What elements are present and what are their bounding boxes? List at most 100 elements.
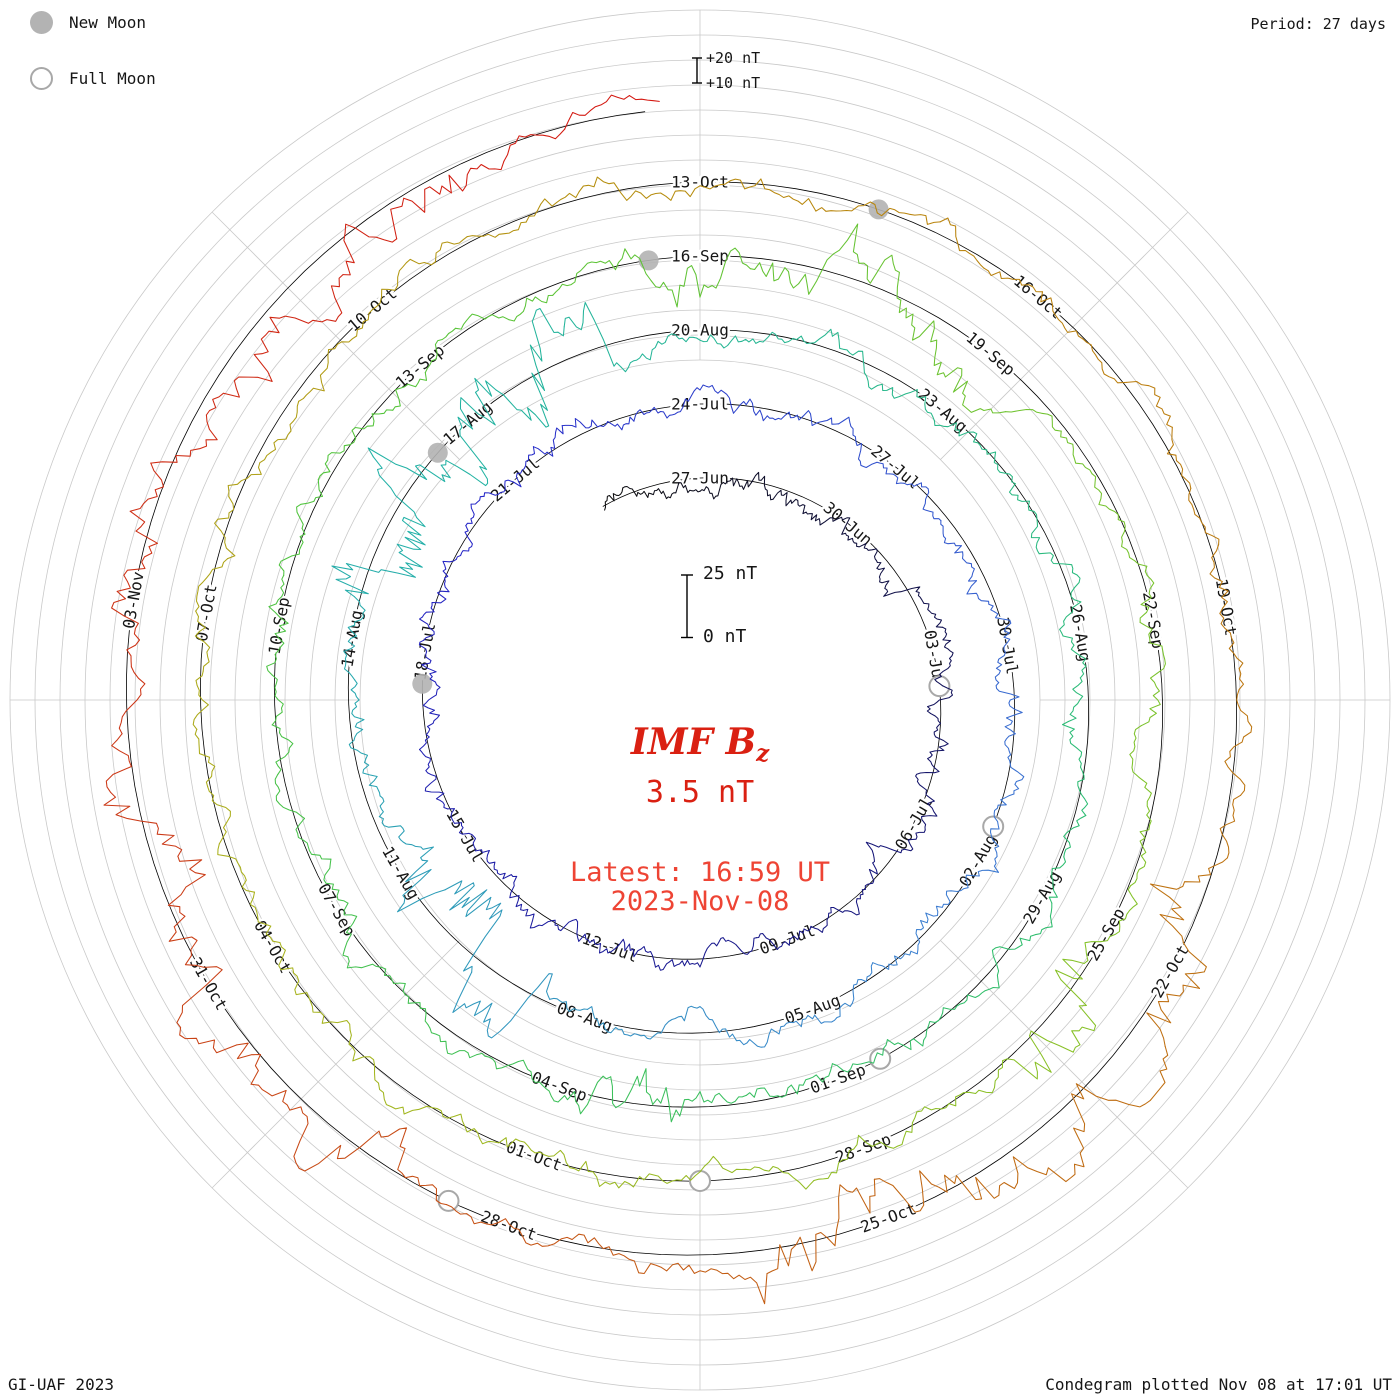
bz-trace-segment (1159, 906, 1207, 989)
moon-markers (412, 199, 1005, 1212)
bz-trace-segment (278, 527, 306, 576)
bz-trace-segment (192, 670, 209, 730)
bz-trace-segment (876, 567, 890, 593)
bz-trace-segment (446, 808, 470, 835)
bz-trace-segment (418, 714, 440, 751)
baseline-spiral (125, 111, 1238, 1256)
bz-trace-segment (398, 827, 435, 861)
bz-trace-segment (863, 372, 901, 399)
bz-trace-segment (841, 526, 867, 548)
bz-trace-segment (920, 800, 938, 831)
grid-layer (9, 9, 1391, 1391)
bz-trace-segment (1138, 776, 1152, 833)
bz-trace-segment (1005, 408, 1062, 432)
bz-trace-segment (872, 950, 912, 970)
bz-trace-segment (1236, 668, 1253, 733)
bz-trace-segment (418, 616, 435, 653)
bz-trace-segment (348, 719, 369, 760)
bz-trace-segment (424, 327, 457, 374)
bz-trace-segment (983, 267, 1044, 293)
bz-trace-segment (392, 372, 428, 411)
bz-trace-segment (939, 217, 985, 269)
bz-trace-segment (282, 1089, 309, 1172)
bz-trace-segment (934, 655, 953, 687)
bz-trace-segment (1140, 672, 1161, 727)
bz-trace-segment (838, 416, 863, 460)
bz-trace-segment (1219, 607, 1244, 670)
date-label: 26-Aug (1066, 603, 1095, 663)
bz-trace-segment (442, 558, 457, 593)
bz-trace-segment (486, 973, 553, 1039)
bz-trace-segment (424, 778, 449, 810)
scale-bar-bottom-label: 0 nT (703, 626, 747, 647)
bz-trace-segment (973, 441, 1006, 474)
bz-trace-segment (798, 223, 860, 295)
bz-trace-segment (1060, 430, 1093, 475)
bz-trace-segment (699, 1006, 741, 1042)
legend-new-moon: New Moon (30, 8, 156, 36)
bz-trace-segment (754, 1165, 815, 1190)
bz-trace-segment (399, 982, 429, 1025)
bz-trace-segment (788, 925, 816, 946)
bz-trace-segment (525, 190, 580, 223)
bz-trace-segment (503, 128, 566, 162)
bz-trace-segment (784, 328, 833, 345)
bz-trace-segment (571, 1233, 635, 1262)
full-moon-icon (30, 66, 53, 90)
bz-trace-segment (455, 525, 473, 560)
bz-trace-segment (295, 817, 332, 860)
bz-trace-segment (343, 637, 356, 681)
bz-trace-segment (1040, 291, 1084, 340)
date-label: 16-Sep (671, 247, 729, 266)
bz-trace-segment (129, 462, 165, 532)
bz-trace-segment (427, 1023, 469, 1055)
bz-trace-segment (578, 176, 642, 201)
bz-trace-segment (772, 489, 799, 507)
bz-trace-segment (622, 485, 652, 499)
bz-trace-segment (699, 481, 726, 500)
bz-trace-segment (563, 301, 622, 368)
bz-trace-segment (749, 262, 800, 289)
date-label: 30-Jul (993, 616, 1022, 676)
bz-trace-segment (666, 387, 701, 419)
bz-trace-segment (1061, 720, 1083, 768)
bz-trace-segment (421, 590, 450, 618)
bz-trace-segment (640, 185, 701, 201)
bz-trace-segment (111, 598, 141, 668)
bz-trace-segment (943, 1174, 1019, 1201)
bz-trace-segment (214, 496, 236, 560)
bz-trace-segment (1004, 472, 1031, 511)
bz-trace-segment (578, 933, 609, 954)
bz-trace-segment (103, 733, 132, 806)
latest-time-label: Latest: 16:59 UT (569, 857, 831, 888)
bz-trace-segment (422, 684, 441, 716)
full-moon-marker (437, 1189, 460, 1212)
bz-trace-segment (549, 997, 588, 1012)
bz-trace-segment (278, 941, 308, 996)
bz-trace-segment (103, 804, 183, 857)
bz-trace-segment (675, 482, 701, 494)
date-label: 20-Aug (671, 321, 729, 340)
bz-trace-segment (532, 425, 564, 457)
bz-trace-segment (610, 1068, 654, 1109)
bz-trace-segment (727, 937, 757, 955)
radial-axis-plus20-label: +20 nT (706, 49, 761, 67)
bz-trace-segment (861, 862, 878, 895)
bz-trace-segment (876, 1038, 925, 1056)
bz-trace-segment (390, 185, 443, 240)
bz-trace-segment (483, 479, 522, 497)
bz-trace-segment (927, 743, 949, 773)
bz-trace-segment (962, 380, 1007, 414)
bz-trace-segment (323, 858, 349, 904)
bz-trace-segment (1117, 519, 1148, 567)
bz-trace-segment (620, 340, 659, 373)
plotted-label: Condegram plotted Nov 08 at 17:01 UT (1045, 1374, 1392, 1394)
bz-trace-segment (331, 562, 416, 598)
bz-trace-segment (515, 446, 536, 488)
bz-trace-segment (815, 201, 878, 214)
moon-legend: New Moon Full Moon (30, 8, 156, 120)
bz-trace-segment (922, 486, 942, 522)
bz-trace-segment (421, 651, 438, 686)
bz-trace-segment (814, 1002, 853, 1024)
